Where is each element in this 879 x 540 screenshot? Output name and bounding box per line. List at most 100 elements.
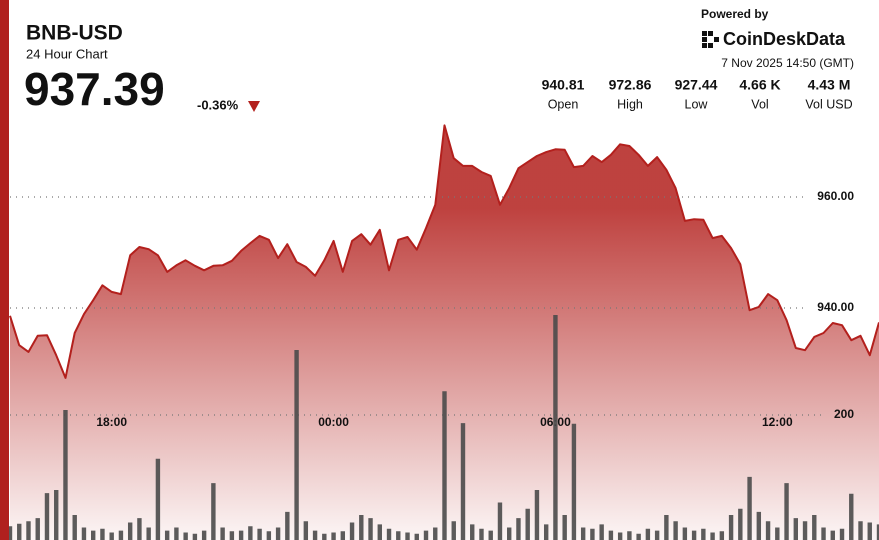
volume-bar <box>830 530 835 540</box>
price-change: -0.36% <box>197 97 239 112</box>
volume-bar <box>81 527 87 540</box>
volume-bar <box>349 522 355 540</box>
volume-bar <box>211 483 216 540</box>
volume-bar <box>303 521 309 540</box>
volume-bar <box>460 423 466 540</box>
stat-label: Vol <box>751 97 768 111</box>
volume-bar <box>664 515 669 540</box>
volume-bar <box>72 515 77 540</box>
chart-title: BNB-USD <box>26 22 123 45</box>
volume-bar <box>26 521 31 540</box>
volume-bar <box>275 527 281 540</box>
volume-bar <box>738 508 743 540</box>
price-area <box>10 125 879 540</box>
stat-value: 927.44 <box>675 77 718 93</box>
volume-bar <box>534 490 540 540</box>
volume-bar <box>285 511 290 540</box>
volume-bar <box>35 518 40 540</box>
volume-bar <box>137 518 142 540</box>
powered-by: Powered by <box>701 7 769 21</box>
volume-bar <box>775 527 780 540</box>
volume-bar <box>812 515 817 540</box>
timestamp: 7 Nov 2025 14:50 (GMT) <box>721 56 854 70</box>
volume-bar <box>377 524 382 540</box>
volume-bar <box>322 533 327 540</box>
volume-bar <box>183 532 188 540</box>
volume-bar <box>44 493 50 540</box>
volume-bar <box>442 391 447 540</box>
brand-logo <box>702 31 719 48</box>
volume-bar <box>654 530 660 540</box>
stat-value: 940.81 <box>542 77 585 93</box>
volume-bar <box>747 476 752 540</box>
volume-bar <box>238 530 244 540</box>
stat-label: Vol USD <box>805 97 852 111</box>
volume-bar <box>728 515 734 540</box>
volume-bar <box>201 530 207 540</box>
volume-bar <box>248 526 253 540</box>
volume-bar <box>516 518 521 540</box>
volume-bar <box>257 528 262 540</box>
volume-bar <box>294 350 299 540</box>
volume-bar <box>821 527 826 540</box>
volume-bar <box>192 533 198 540</box>
price-line <box>9 124 879 379</box>
volume-bar <box>220 527 225 540</box>
chart-subtitle: 24 Hour Chart <box>26 46 108 61</box>
stat-value: 972.86 <box>609 77 652 93</box>
volume-bar <box>91 530 96 540</box>
volume-bar <box>553 315 558 540</box>
down-arrow <box>248 101 260 112</box>
accent-bar <box>0 0 9 540</box>
y2-tick-label: 200 <box>834 407 854 421</box>
volume-bar <box>719 531 725 540</box>
volume-bar <box>701 528 706 540</box>
volume-bar <box>109 532 114 540</box>
price: 937.39 <box>24 63 165 115</box>
volume-bar <box>488 530 493 540</box>
volume-bar <box>312 530 318 540</box>
volume-bar <box>876 524 879 540</box>
volume-bar <box>867 522 872 540</box>
volume-bar <box>682 527 688 540</box>
volume-bar <box>765 521 771 540</box>
volume-bar <box>155 458 161 540</box>
volume-bar <box>433 527 438 540</box>
y-tick-label: 960.00 <box>817 189 854 203</box>
volume-bar <box>645 528 651 540</box>
volume-bar <box>118 530 124 540</box>
volume-bar <box>386 528 392 540</box>
volume-bar <box>543 524 549 540</box>
volume-bar <box>414 533 419 540</box>
volume-bar <box>608 530 614 540</box>
volume-bar <box>580 527 586 540</box>
volume-bar <box>784 483 789 540</box>
volume-bar <box>470 524 475 540</box>
volume-bar <box>710 532 715 540</box>
volume-bar <box>340 531 346 540</box>
volume-bar <box>359 515 364 540</box>
x-tick-label: 00:00 <box>318 415 349 429</box>
volume-bar <box>756 511 762 540</box>
volume-bar <box>164 530 170 540</box>
volume-bar <box>562 515 567 540</box>
x-tick-label: 18:00 <box>96 415 127 429</box>
volume-bar <box>636 533 641 540</box>
volume-bar <box>691 530 697 540</box>
volume-bar <box>793 518 798 540</box>
volume-bar <box>849 493 854 540</box>
volume-bar <box>54 490 59 540</box>
volume-bar <box>627 531 632 540</box>
volume-bar <box>839 528 845 540</box>
volume-bar <box>266 531 272 540</box>
volume-bar <box>423 530 429 540</box>
volume-bar <box>590 528 595 540</box>
stat-value: 4.66 K <box>739 77 780 93</box>
brand-name: CoinDeskData <box>723 29 846 49</box>
volume-bar <box>127 522 133 540</box>
volume-bar <box>617 532 623 540</box>
volume-bar <box>451 521 456 540</box>
volume-bar <box>802 521 808 540</box>
